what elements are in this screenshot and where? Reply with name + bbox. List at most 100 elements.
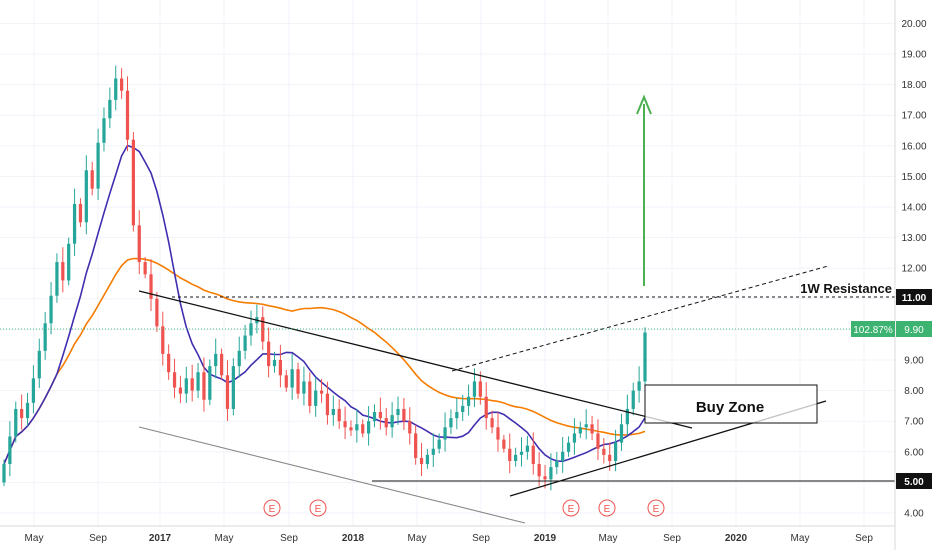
current-price-tag-bg [896, 321, 932, 337]
candle [396, 396, 400, 425]
candle [243, 325, 247, 360]
candle-body [290, 369, 294, 388]
candle-body [525, 445, 530, 452]
time-tick-label: May [25, 533, 44, 544]
candle-body [196, 372, 200, 391]
candle-body [302, 381, 306, 394]
price-tick-label: 4.00 [904, 509, 924, 520]
candle [290, 353, 294, 400]
candle-body [461, 405, 465, 413]
resistance-price-tag-bg [896, 289, 932, 305]
earnings-marker[interactable] [598, 499, 616, 517]
candle [631, 382, 635, 416]
candle-body [514, 454, 518, 461]
candle [67, 237, 71, 286]
candle-body [361, 424, 365, 434]
candle [561, 436, 565, 473]
ma-short-line [3, 144, 646, 465]
candle-body [190, 378, 194, 391]
candle-body [396, 408, 400, 416]
moving-average-short [3, 144, 646, 465]
time-tick-label: May [215, 533, 234, 544]
moving-average-long [3, 257, 646, 465]
earnings-marker[interactable] [309, 499, 327, 517]
candle-body [167, 353, 171, 373]
candle [402, 397, 406, 430]
candle [419, 442, 424, 477]
candle [102, 107, 106, 152]
candle [225, 360, 230, 422]
downtrend-lower-line [138, 426, 526, 524]
time-tick-label: 2019 [534, 533, 557, 544]
time-tick-label: Sep [855, 533, 873, 544]
earnings-marker[interactable] [647, 499, 665, 517]
candle-body [272, 360, 277, 367]
candle-body [267, 341, 271, 367]
candle-body [455, 412, 459, 419]
candle [314, 376, 318, 417]
candle [114, 65, 118, 111]
candle [55, 253, 59, 303]
candle-body [72, 203, 77, 244]
candle-body [619, 424, 624, 443]
candle [625, 394, 629, 436]
candle-body [537, 464, 541, 477]
price-tick-label: 7.00 [904, 417, 924, 428]
candle-body [43, 323, 47, 351]
candle-body [178, 387, 183, 394]
buy-zone-box[interactable] [644, 384, 818, 424]
candle-body [584, 424, 588, 428]
candle [319, 379, 324, 403]
earnings-marker-text: E [315, 504, 322, 515]
candle-body [549, 467, 553, 480]
candle-body [119, 78, 124, 91]
candle-body [472, 381, 477, 397]
candle-body [502, 439, 506, 449]
time-tick-label: Sep [89, 533, 107, 544]
candle [572, 418, 577, 455]
time-tick-label: 2020 [725, 533, 748, 544]
candle-body [631, 390, 635, 409]
candle-body [561, 451, 565, 461]
candle-body [49, 295, 53, 324]
candle [143, 257, 147, 279]
earnings-marker-text: E [269, 504, 276, 515]
candle [196, 363, 200, 398]
price-tick-label: 17.00 [901, 111, 926, 122]
resistance-label: 1W Resistance [800, 281, 892, 296]
candle [502, 434, 506, 453]
candle [508, 433, 512, 474]
candle [202, 357, 206, 412]
buy-zone-label: Buy Zone [696, 399, 764, 416]
earnings-marker[interactable] [562, 499, 580, 517]
candle [249, 310, 253, 346]
candle [231, 358, 235, 416]
candle-body [519, 451, 524, 455]
chart-grid [0, 0, 895, 526]
price-tick-label: 16.00 [901, 141, 926, 152]
support-price-tag-text: 5.00 [904, 477, 924, 488]
candle [20, 394, 24, 430]
candle-body [261, 317, 265, 342]
candle [214, 338, 218, 379]
candle-body [314, 390, 318, 406]
candle [178, 375, 183, 404]
candle-body [590, 424, 594, 434]
candle [443, 412, 447, 452]
change-percent-badge [851, 321, 895, 337]
candle [96, 128, 100, 200]
candle-body [490, 418, 494, 428]
candle [425, 448, 430, 469]
candle [25, 392, 30, 427]
candle-body [172, 372, 177, 388]
candle [637, 366, 641, 403]
candle [8, 421, 12, 477]
candle [302, 366, 306, 406]
candle-body [137, 225, 141, 263]
earnings-marker[interactable] [263, 499, 281, 517]
candle [519, 437, 524, 467]
candle [514, 447, 518, 467]
candle-body [343, 421, 347, 428]
candle [237, 336, 241, 378]
